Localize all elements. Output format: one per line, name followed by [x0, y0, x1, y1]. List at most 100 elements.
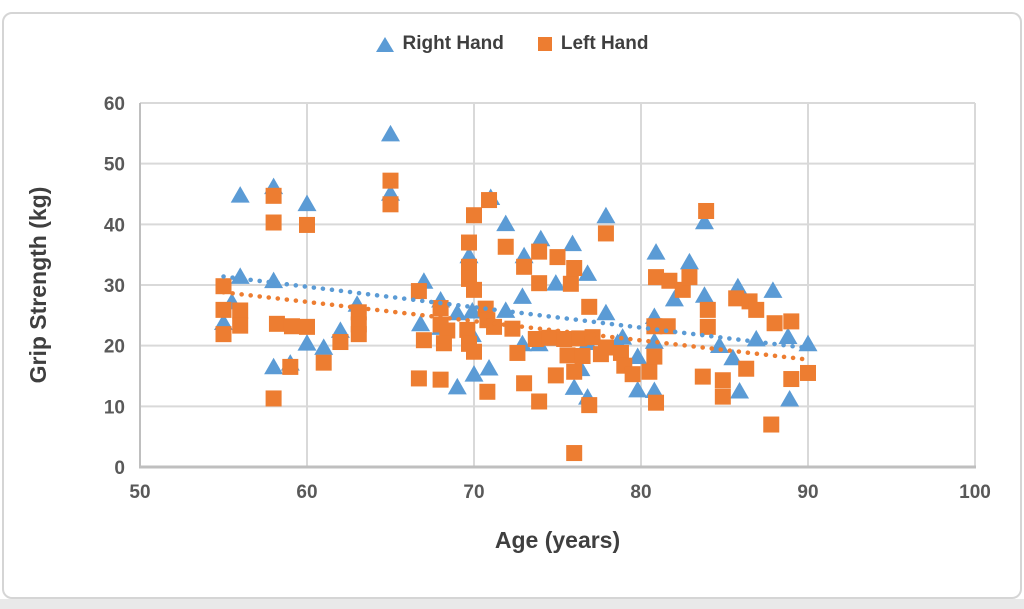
- scatter-point-left-hand: [265, 390, 282, 407]
- scatter-point-left-hand: [435, 335, 452, 352]
- scatter-point-right-hand: [464, 365, 484, 382]
- scatter-point-left-hand: [232, 317, 249, 334]
- scatter-point-left-hand: [466, 281, 482, 298]
- scatter-point-left-hand: [531, 275, 548, 292]
- scatter-point-left-hand: [504, 320, 521, 337]
- scatter-point-left-hand: [674, 281, 691, 298]
- scatter-point-left-hand: [486, 318, 503, 335]
- scatter-point-left-hand: [612, 344, 629, 361]
- scatter-point-left-hand: [332, 334, 349, 351]
- scatter-point-left-hand: [350, 304, 367, 321]
- scatter-point-right-hand: [381, 124, 400, 142]
- scatter-point-left-hand: [382, 196, 399, 213]
- scatter-point-left-hand: [559, 347, 576, 364]
- scatter-point-right-hand: [628, 380, 648, 398]
- scatter-point-left-hand: [661, 272, 678, 289]
- scatter-point-left-hand: [648, 269, 665, 286]
- scatter-point-right-hand: [694, 212, 714, 230]
- scatter-point-left-hand: [215, 278, 232, 295]
- scatter-point-left-hand: [410, 283, 427, 300]
- scatter-point-left-hand: [748, 301, 765, 318]
- scatter-point-left-hand: [432, 371, 449, 388]
- y-axis-title: Grip Strength (kg): [25, 187, 51, 384]
- scatter-point-left-hand: [648, 394, 665, 411]
- scatter-point-left-hand: [459, 321, 476, 338]
- scatter-point-left-hand: [566, 445, 583, 462]
- scatter-point-right-hand: [763, 281, 783, 298]
- scatter-point-right-hand: [297, 334, 317, 351]
- scatter-point-left-hand: [766, 315, 783, 332]
- scatter-point-right-hand: [264, 271, 284, 289]
- scatter-point-left-hand: [460, 258, 477, 275]
- scatter-point-left-hand: [410, 370, 427, 387]
- scatter-point-left-hand: [479, 383, 496, 400]
- scatter-point-left-hand: [728, 290, 745, 307]
- scatter-point-right-hand: [411, 314, 431, 332]
- scatter-point-left-hand: [509, 344, 526, 361]
- scatter-point-left-hand: [699, 301, 716, 318]
- scatter-point-right-hand: [596, 206, 616, 224]
- scatter-point-left-hand: [531, 243, 548, 260]
- scatter-point-left-hand: [283, 318, 300, 335]
- trendline-left-hand: [221, 290, 811, 362]
- scatter-point-right-hand: [314, 338, 334, 355]
- scatter-point-left-hand: [516, 375, 533, 392]
- chart-border: [2, 12, 1022, 599]
- scatter-point-left-hand: [783, 371, 800, 388]
- scatter-point-left-hand: [299, 318, 315, 335]
- scatter-point-right-hand: [694, 286, 714, 303]
- scatter-point-left-hand: [516, 258, 533, 275]
- x-tick-label: 100: [959, 482, 991, 503]
- scatter-point-left-hand: [268, 315, 285, 332]
- scatter-point-right-hand: [462, 301, 482, 319]
- scatter-point-left-hand: [432, 300, 449, 317]
- scatter-point-right-hand: [644, 381, 664, 398]
- scatter-point-right-hand: [564, 378, 584, 395]
- scatter-point-left-hand: [350, 326, 367, 343]
- scatter-point-right-hand: [531, 229, 551, 247]
- x-tick-label: 70: [463, 482, 484, 503]
- scatter-point-right-hand: [679, 252, 699, 270]
- scatter-point-left-hand: [466, 343, 482, 360]
- scatter-point-left-hand: [646, 348, 663, 365]
- y-tick-label: 60: [104, 94, 125, 115]
- legend-label-right-hand: Right Hand: [402, 33, 504, 54]
- scatter-point-left-hand: [800, 364, 816, 381]
- scatter-point-left-hand: [597, 339, 614, 356]
- scatter-point-left-hand: [466, 207, 482, 224]
- scatter-point-left-hand: [556, 330, 573, 347]
- scatter-point-left-hand: [566, 363, 583, 380]
- scatter-point-left-hand: [581, 397, 598, 414]
- scatter-point-right-hand: [496, 214, 516, 232]
- scatter-point-right-hand: [578, 264, 598, 281]
- scatter-point-left-hand: [641, 363, 658, 380]
- scatter-point-right-hand: [728, 277, 748, 295]
- scatter-point-left-hand: [527, 330, 544, 347]
- left-hand-square-icon: [537, 37, 552, 51]
- scatter-point-left-hand: [299, 216, 315, 233]
- scatter-point-left-hand: [714, 388, 731, 405]
- scatter-point-left-hand: [282, 358, 299, 375]
- scatter-point-left-hand: [265, 187, 282, 204]
- scatter-point-right-hand: [230, 186, 250, 203]
- scatter-point-left-hand: [439, 322, 456, 339]
- scatter-point-left-hand: [566, 260, 583, 277]
- scatter-point-left-hand: [681, 269, 698, 286]
- scatter-point-left-hand: [232, 302, 249, 319]
- scatter-point-left-hand: [315, 354, 332, 371]
- scatter-point-right-hand: [297, 194, 317, 212]
- scatter-point-left-hand: [574, 347, 591, 364]
- scatter-point-left-hand: [215, 326, 232, 343]
- scatter-point-right-hand: [596, 303, 616, 321]
- scatter-point-right-hand: [709, 336, 729, 354]
- scatter-point-left-hand: [497, 238, 514, 255]
- x-tick-label: 90: [797, 482, 818, 503]
- scatter-point-right-hand: [496, 301, 516, 318]
- x-tick-label: 80: [630, 482, 651, 503]
- legend-item-right-hand: Right Hand: [375, 33, 504, 55]
- scatter-point-left-hand: [714, 372, 731, 389]
- scatter-point-right-hand: [646, 243, 666, 260]
- scatter-point-left-hand: [549, 249, 566, 266]
